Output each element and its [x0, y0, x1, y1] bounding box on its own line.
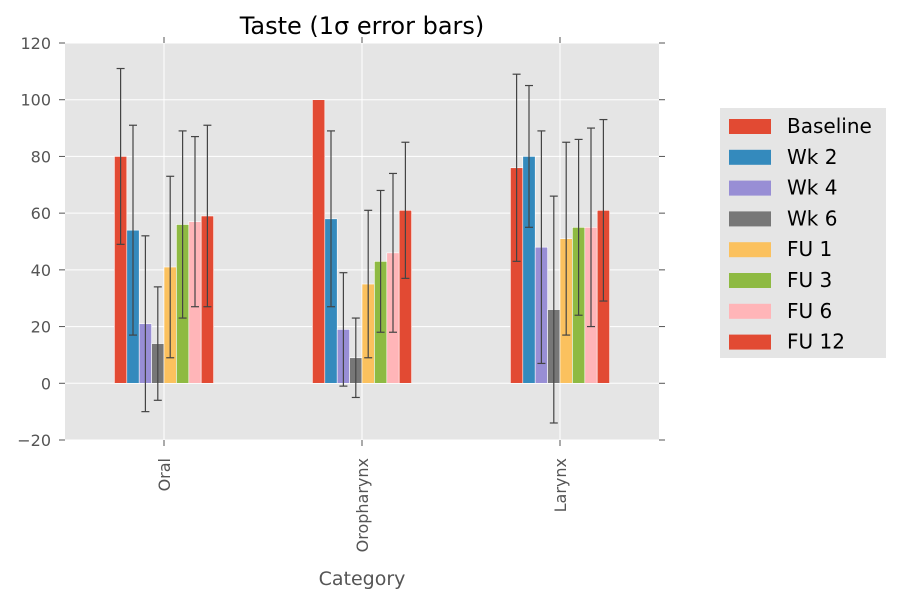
y-tick-label: 20 [31, 318, 51, 337]
legend-swatch [729, 119, 771, 134]
x-tick-label: Oropharynx [353, 458, 372, 552]
legend-label: Wk 2 [787, 145, 837, 169]
legend-swatch [729, 273, 771, 288]
y-tick-labels: −20 0 20 40 60 80 100 120 [17, 34, 51, 450]
y-tick-label: 0 [41, 374, 51, 393]
error-bars [116, 67, 608, 424]
legend-swatch [729, 180, 771, 196]
y-tick-label: 40 [31, 261, 51, 280]
y-tick-label: 60 [31, 204, 51, 223]
legend-label: Wk 6 [787, 206, 837, 230]
legend-swatch [729, 334, 771, 350]
legend-swatch [729, 149, 771, 165]
y-tick-label: −20 [17, 431, 51, 450]
y-tick-label: 120 [20, 34, 51, 53]
legend-swatch [729, 303, 771, 319]
bar [312, 99, 326, 384]
legend-label: FU 1 [787, 237, 832, 261]
x-axis-label: Category [319, 568, 406, 590]
x-tick-label: Larynx [551, 458, 570, 512]
legend: Baseline Wk 2 Wk 4 Wk 6 FU 1 FU 3 FU 6 FU 12 [720, 108, 886, 358]
legend-label: FU 6 [787, 299, 832, 323]
legend-label: Baseline [787, 114, 872, 138]
legend-swatch [729, 211, 771, 227]
legend-label: FU 12 [787, 330, 845, 354]
legend-label: Wk 4 [787, 176, 837, 200]
bars [114, 99, 610, 384]
y-tick-label: 80 [31, 147, 51, 166]
x-tick-label: Oral [155, 458, 174, 491]
x-tick-labels: Oral Oropharynx Larynx [155, 458, 570, 552]
legend-label: FU 3 [787, 268, 832, 292]
ticks [59, 37, 665, 446]
y-tick-label: 100 [20, 91, 51, 110]
chart-title: Taste (1σ error bars) [239, 12, 485, 40]
legend-swatch [729, 242, 771, 258]
